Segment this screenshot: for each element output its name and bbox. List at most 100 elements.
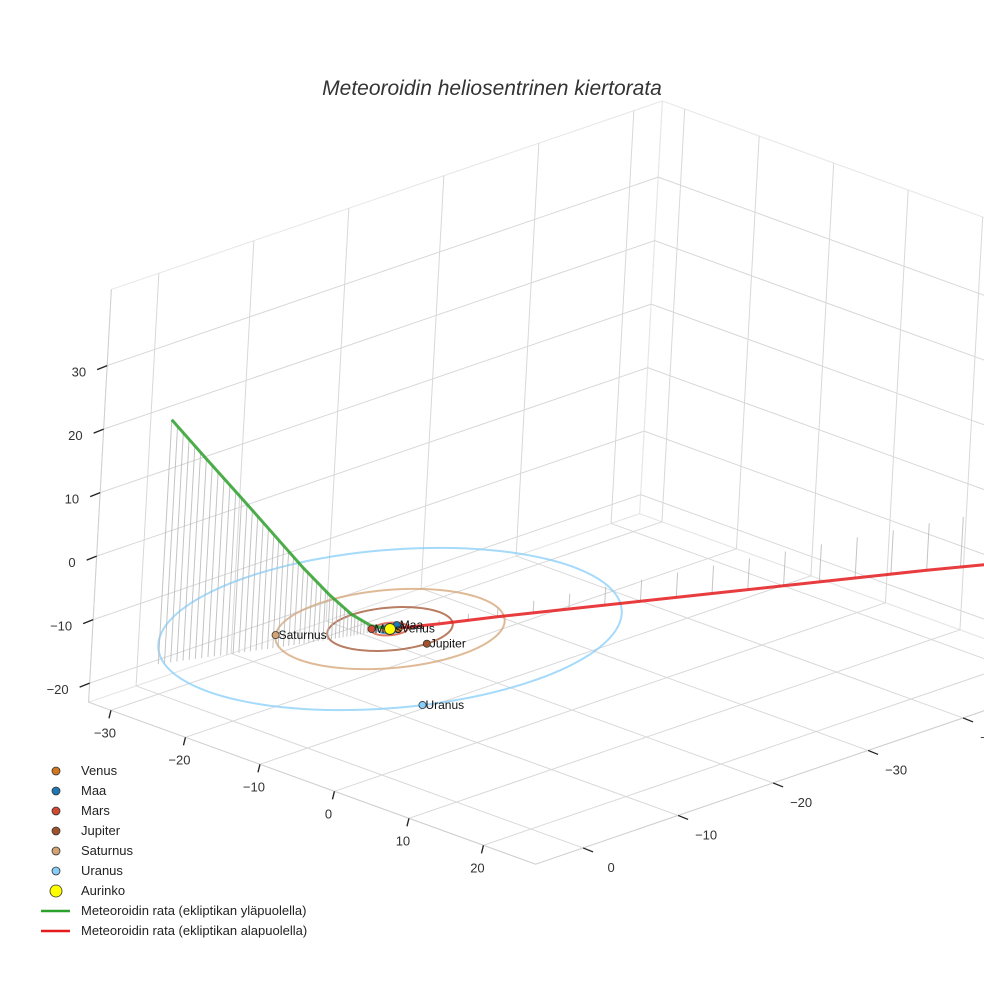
grid-line-y-wall: [515, 143, 540, 556]
drop-line: [255, 522, 264, 651]
axis-panes: [87, 100, 984, 865]
drop-line: [783, 551, 786, 586]
drop-line: [359, 620, 362, 635]
z-tick-mark: [89, 492, 101, 498]
legend-marker-swatch: [51, 826, 61, 836]
x-tick-mark: [406, 818, 410, 827]
drop-line: [568, 593, 571, 610]
y-tick-mark: [772, 782, 784, 788]
drop-line: [170, 432, 184, 663]
drop-line: [356, 618, 359, 635]
drop-line: [342, 608, 346, 638]
grid-line-y-floor: [135, 685, 584, 849]
x-tick-label: −20: [168, 752, 190, 767]
grid-line-x-wall: [884, 190, 909, 603]
drop-line: [272, 540, 280, 649]
drop-line: [157, 419, 173, 665]
z-tick-mark: [93, 428, 104, 434]
drop-line: [282, 551, 290, 647]
orbit-uranus: [157, 546, 623, 712]
drop-line: [213, 478, 225, 657]
drop-line: [350, 614, 353, 637]
grid-line-z-right: [647, 367, 984, 491]
legend: Venus Maa Mars Jupiter Saturnus Uranus Aurinko…: [41, 763, 307, 938]
drop-line: [261, 528, 269, 650]
drop-line: [303, 572, 309, 644]
z-tick-label: −10: [50, 619, 72, 634]
grid-line-z-left: [99, 303, 652, 494]
drop-line: [312, 581, 318, 643]
grid-line-y-wall: [610, 110, 635, 524]
x-tick-label: 10: [396, 833, 410, 848]
drop-line: [277, 545, 285, 648]
legend-marker-swatch: [51, 846, 61, 856]
z-tick-label: 0: [68, 555, 75, 570]
planet-label-maa: Maa: [400, 618, 424, 632]
chart-title: Meteoroidin heliosentrinen kiertorata: [322, 77, 662, 100]
drop-line: [346, 611, 349, 637]
pane-left-wall: [88, 100, 663, 703]
grid-line-y-floor: [420, 587, 869, 751]
trajectory-line-above: [170, 418, 391, 631]
legend-label: Maa: [81, 783, 107, 798]
drop-line: [226, 491, 237, 655]
z-axis-line: [88, 289, 112, 703]
legend-label: Mars: [81, 803, 110, 818]
legend-label: Meteoroidin rata (ekliptikan alapuolella…: [81, 923, 307, 938]
trajectory-drop-lines: [157, 419, 964, 665]
x-tick-label: −10: [243, 779, 265, 794]
y-tick-label: −40: [980, 730, 984, 745]
x-tick-label: 20: [470, 860, 484, 875]
drop-line: [711, 565, 715, 594]
grid-line-z-right: [640, 494, 984, 620]
grid-line-x-floor: [334, 602, 886, 792]
grid-line-z-left: [96, 367, 648, 557]
drop-line: [330, 598, 335, 640]
drop-line: [163, 426, 179, 664]
sun-marker: [384, 623, 396, 635]
trajectory-series: [170, 418, 984, 631]
drop-line: [322, 590, 327, 641]
y-tick-label: 0: [607, 860, 614, 875]
drop-line: [298, 568, 304, 645]
legend-marker-swatch: [49, 884, 63, 898]
x-tick-mark: [182, 737, 187, 746]
grid-line-z-left: [89, 494, 641, 684]
x-tick-label: −30: [94, 725, 116, 740]
y-tick-label: −10: [695, 827, 717, 842]
planet-marker-saturnus: [271, 631, 280, 640]
grid-line-y-floor: [325, 620, 774, 784]
z-tick-label: −20: [47, 682, 69, 697]
y-tick-mark: [962, 717, 974, 723]
x-tick-mark: [108, 710, 112, 719]
y-tick-mark: [867, 749, 879, 756]
planet-label-venus: Venus: [401, 622, 434, 636]
grid-line-z-left: [103, 240, 655, 430]
planet-marker-mars: [367, 625, 376, 634]
drop-line: [188, 452, 202, 660]
drop-line: [926, 523, 930, 571]
planet-label-saturnus: Saturnus: [279, 628, 327, 642]
drop-line: [353, 616, 356, 636]
grid-line-x-floor: [408, 629, 961, 819]
y-tick-mark: [677, 814, 689, 821]
z-tick-mark: [96, 365, 108, 371]
y-tick-label: −20: [790, 795, 812, 810]
legend-label: Venus: [81, 763, 118, 778]
grid-line-z-right: [643, 430, 984, 555]
x-tick-label: 0: [325, 806, 332, 821]
drop-line: [854, 537, 858, 579]
planet-marker-jupiter: [422, 639, 431, 648]
y-tick-mark: [582, 847, 594, 853]
z-tick-mark: [79, 682, 90, 688]
x-tick-mark: [257, 764, 261, 773]
drop-line: [327, 595, 331, 640]
axis-ticks: −30−20−1001020−50−40−30−20−100−20−100102…: [47, 365, 984, 876]
drop-line: [238, 504, 248, 654]
grid-line-y-wall: [420, 175, 445, 589]
grid-line-x-floor: [259, 575, 812, 765]
planet-label-uranus: Uranus: [425, 698, 464, 712]
drop-line: [182, 445, 196, 661]
